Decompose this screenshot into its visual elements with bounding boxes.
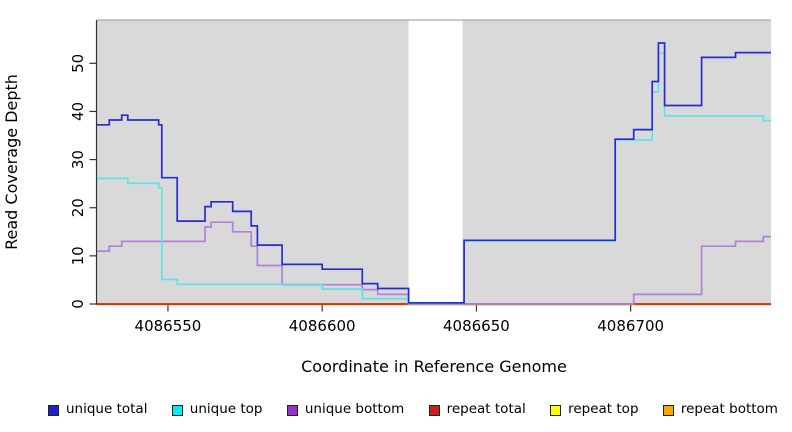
x-tick-label: 4086700 [597,317,664,335]
y-tick-label: 10 [69,246,87,265]
y-tick-label: 0 [69,299,87,309]
legend-item-unique-bottom: unique bottom [286,401,405,418]
legend-label: unique total [66,401,148,418]
legend-item-repeat-bottom: repeat bottom [662,401,778,418]
x-tick-label: 4086650 [443,317,510,335]
legend-label: repeat bottom [680,401,778,418]
masked-region [408,20,463,304]
series-line-unique-total [97,42,771,304]
y-tick-label: 20 [69,198,87,217]
y-axis-title: Read Coverage Depth [2,74,21,250]
legend-item-unique-top: unique top [171,401,263,418]
legend-item-repeat-total: repeat total [428,401,526,418]
series-line-unique-bottom [97,221,771,305]
x-tick-label: 4086550 [135,317,202,335]
legend-label: repeat top [568,401,639,418]
y-tick-label: 40 [69,102,87,121]
legend-swatch-unique-bottom [286,404,298,416]
legend-label: unique top [189,401,263,418]
x-axis-title: Coordinate in Reference Genome [301,357,567,376]
legend-label: unique bottom [304,401,405,418]
legend-swatch-unique-total [48,404,59,416]
legend-swatch-repeat-bottom [662,404,674,416]
legend-label: repeat total [446,401,526,418]
y-tick-label: 30 [69,150,87,169]
legend-item-repeat-top: repeat top [550,401,639,418]
legend-item-unique-total: unique total [48,403,147,417]
legend-swatch-unique-top [171,404,183,416]
y-tick-label: 50 [69,54,87,73]
x-tick-label: 4086600 [289,317,356,335]
chart-legend: unique total unique top unique bottom repea… [48,399,778,421]
legend-swatch-repeat-top [550,404,562,416]
legend-swatch-repeat-total [428,404,440,416]
